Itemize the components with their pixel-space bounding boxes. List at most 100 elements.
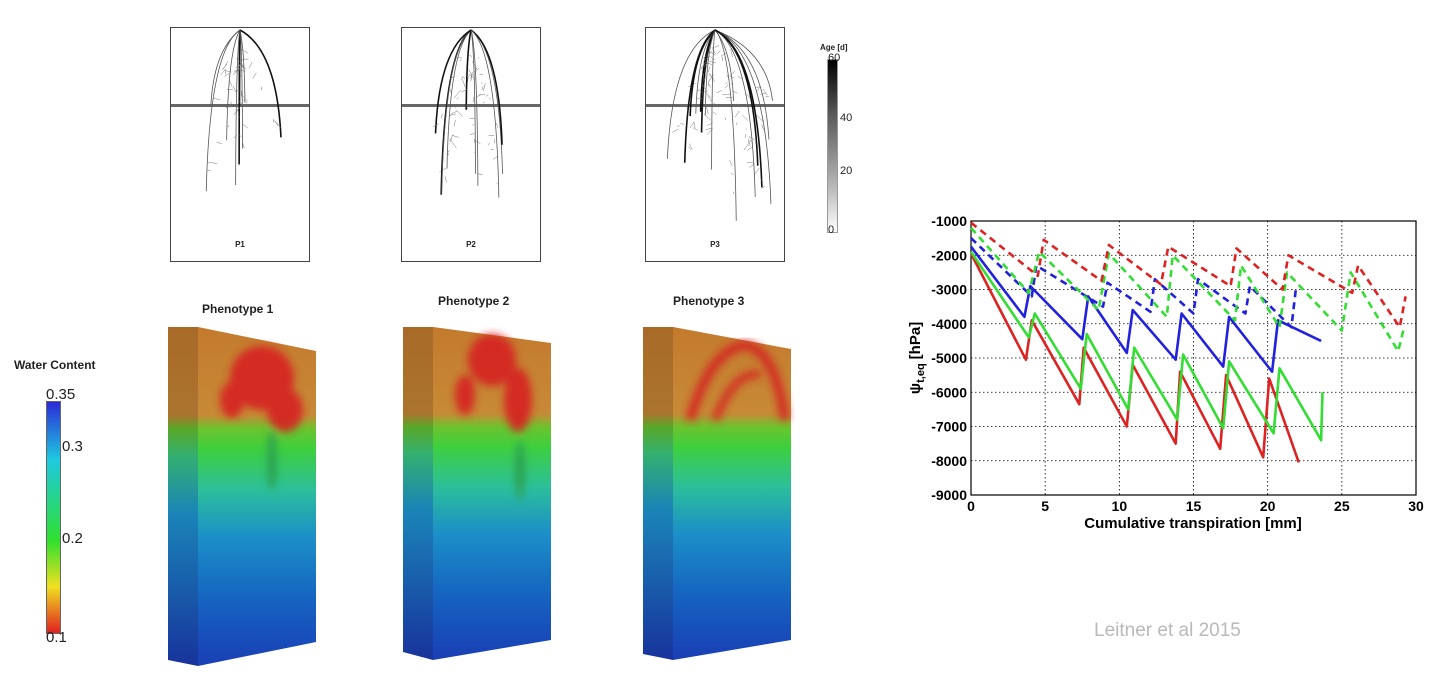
- lateral-root: [456, 56, 462, 59]
- lateral-root: [745, 128, 747, 130]
- series-line: [970, 227, 1406, 353]
- root-system-drawing: [666, 29, 773, 221]
- lateral-root: [456, 97, 459, 100]
- root-branch: [446, 29, 472, 169]
- lateral-root: [706, 106, 709, 115]
- lateral-root: [252, 72, 257, 79]
- lateral-root: [238, 64, 241, 69]
- lateral-root: [686, 103, 688, 109]
- lateral-root: [761, 185, 766, 189]
- x-tick-label: 15: [1186, 498, 1202, 514]
- x-tick-label: 20: [1260, 498, 1276, 514]
- lateral-root: [729, 75, 735, 79]
- lateral-root: [746, 161, 754, 164]
- soil-block-3: [643, 327, 791, 660]
- age-tick: 40: [840, 112, 853, 124]
- lateral-root: [736, 103, 741, 108]
- lateral-root: [749, 139, 752, 143]
- age-tick: 60: [828, 52, 841, 64]
- lateral-root: [748, 136, 755, 140]
- lateral-root: [274, 120, 282, 129]
- y-tick-label: -2000: [931, 247, 967, 263]
- y-tick-label: -1000: [931, 213, 967, 229]
- water-content-tick: 0.1: [46, 629, 67, 646]
- x-axis-label: Cumulative transpiration [mm]: [1084, 515, 1302, 532]
- lateral-root: [748, 140, 751, 146]
- lateral-root: [716, 50, 721, 55]
- lateral-root: [724, 117, 727, 121]
- lateral-root: [672, 128, 679, 133]
- root-branch: [714, 29, 773, 101]
- x-tick-label: 10: [1112, 498, 1128, 514]
- lateral-root: [242, 141, 245, 149]
- y-tick-label: -4000: [931, 316, 967, 332]
- root-branch: [239, 29, 282, 138]
- lateral-root: [220, 70, 225, 76]
- lateral-root: [696, 89, 702, 91]
- lateral-root: [756, 115, 764, 123]
- root-branch: [704, 29, 716, 115]
- lateral-root: [707, 79, 710, 86]
- lateral-root: [241, 49, 249, 54]
- lateral-root: [450, 140, 457, 149]
- lateral-root: [744, 143, 749, 150]
- root-branch: [239, 29, 243, 149]
- root-branch: [700, 29, 716, 133]
- lateral-root: [762, 88, 768, 96]
- lateral-root: [462, 76, 466, 79]
- root-panel-3: P3: [645, 27, 785, 262]
- lateral-root: [761, 177, 763, 182]
- water-content-colorbar: [46, 401, 61, 634]
- lateral-root: [688, 143, 693, 150]
- age-colorbar: [827, 59, 838, 233]
- y-axis-subscript: t,eq: [915, 363, 927, 383]
- water-content-tick: 0.2: [62, 530, 83, 547]
- lateral-root: [721, 56, 724, 62]
- lateral-root: [689, 121, 695, 129]
- root-system-drawing: [205, 29, 282, 192]
- lateral-root: [729, 159, 733, 167]
- lateral-root: [234, 68, 240, 72]
- lateral-root: [712, 111, 717, 115]
- series-line: [969, 251, 1324, 442]
- lateral-root: [735, 110, 740, 118]
- lateral-root: [705, 61, 713, 65]
- lateral-root: [707, 95, 712, 102]
- lateral-root: [707, 122, 713, 126]
- lateral-root: [237, 104, 239, 113]
- soil-block-1: [168, 327, 316, 666]
- x-tick-label: 0: [967, 498, 975, 514]
- lateral-root: [243, 92, 246, 96]
- lateral-root: [487, 142, 490, 146]
- lateral-root: [274, 120, 279, 127]
- lateral-root: [716, 90, 722, 94]
- root-branch: [666, 29, 716, 159]
- lateral-root: [730, 70, 736, 77]
- x-tick-label: 5: [1041, 498, 1049, 514]
- chart-gridlines: [971, 221, 1416, 495]
- root-branch: [711, 29, 716, 170]
- y-axis-symbol: ψ: [907, 383, 924, 394]
- water-content-tick: 0.3: [62, 438, 83, 455]
- lateral-root: [248, 61, 253, 69]
- lateral-root: [724, 84, 729, 89]
- lateral-root: [708, 74, 715, 82]
- lateral-root: [472, 61, 478, 70]
- lateral-root: [703, 54, 708, 59]
- root-panel-label: P2: [466, 240, 476, 249]
- lateral-root: [216, 141, 222, 145]
- lateral-root: [466, 104, 468, 110]
- lateral-root: [742, 114, 749, 121]
- lateral-root: [237, 100, 245, 107]
- root-panel-label: P3: [710, 240, 720, 249]
- lateral-root: [713, 102, 719, 108]
- lateral-root: [688, 146, 692, 151]
- lateral-root: [496, 182, 498, 185]
- lateral-root: [706, 93, 712, 99]
- y-axis-unit: [hPa]: [907, 322, 924, 360]
- lateral-root: [707, 66, 711, 73]
- lateral-root: [446, 149, 450, 155]
- y-tick-label: -3000: [931, 282, 967, 298]
- root-system-drawing: [432, 29, 503, 198]
- lateral-root: [702, 62, 708, 69]
